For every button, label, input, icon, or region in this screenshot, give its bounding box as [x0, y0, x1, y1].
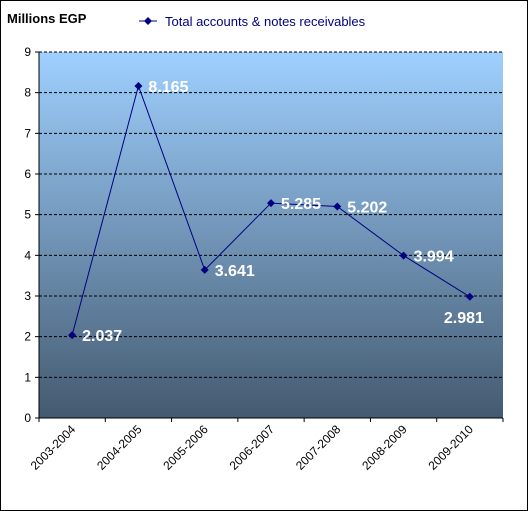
x-tick-label: 2007-2008	[293, 422, 344, 473]
legend-diamond-marker	[144, 17, 152, 25]
legend: Total accounts & notes receivables	[139, 14, 366, 29]
y-axis-ticks: 0 1 2 3 4 5 6 7 8 9	[24, 45, 503, 425]
data-label: 2.981	[444, 310, 484, 327]
gridlines	[39, 51, 503, 378]
data-label: 3.994	[414, 249, 454, 266]
x-tick-label: 2006-2007	[227, 422, 278, 473]
data-label: 8.165	[148, 79, 188, 96]
data-point	[200, 265, 209, 274]
y-tick-label: 1	[24, 370, 31, 384]
x-tick-label: 2004-2005	[94, 422, 145, 473]
plot-area	[39, 52, 503, 418]
y-tick-label: 6	[24, 167, 31, 181]
y-tick-label: 9	[24, 45, 31, 59]
y-tick-label: 0	[24, 411, 31, 425]
y-tick-label: 7	[24, 126, 31, 140]
y-tick-label: 4	[24, 248, 31, 262]
y-unit-label: Millions EGP	[7, 11, 87, 26]
data-point	[465, 292, 474, 301]
y-tick-label: 3	[24, 289, 31, 303]
data-labels: 2.037 8.165 3.641 5.285 5.202 3.994 2.981	[82, 79, 484, 345]
data-point	[333, 202, 342, 211]
data-label: 5.285	[281, 196, 321, 213]
x-tick-label: 2008-2009	[359, 422, 410, 473]
data-point	[399, 251, 408, 260]
x-tick-label: 2003-2004	[28, 422, 79, 473]
legend-series-label: Total accounts & notes receivables	[165, 14, 366, 29]
series-markers	[68, 81, 474, 340]
y-tick-label: 2	[24, 330, 31, 344]
data-point	[68, 331, 77, 340]
data-label: 3.641	[215, 263, 255, 280]
y-tick-label: 8	[24, 86, 31, 100]
data-label: 5.202	[347, 199, 387, 216]
x-axis-ticks: 2003-2004 2004-2005 2005-2006 2006-2007 2007…	[28, 418, 504, 473]
x-tick-label: 2005-2006	[160, 422, 211, 473]
data-label: 2.037	[82, 328, 122, 345]
x-tick-label: 2009-2010	[425, 422, 476, 473]
y-tick-label: 5	[24, 208, 31, 222]
data-point	[134, 81, 143, 90]
data-point	[267, 199, 275, 208]
